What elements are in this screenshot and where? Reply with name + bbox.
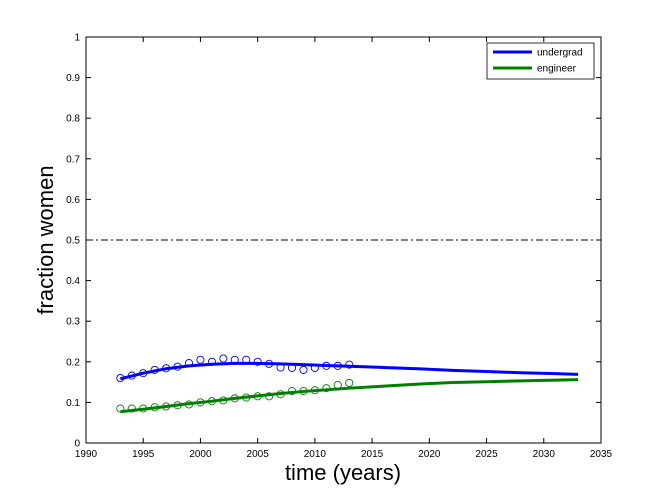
series-layer: [116, 354, 579, 414]
data-point-engineer: [242, 393, 251, 402]
data-point-engineer: [287, 386, 297, 396]
y-tick-label: 0.4: [66, 276, 80, 287]
y-tick-label: 0: [74, 439, 80, 450]
x-axis-label: time (years): [285, 460, 401, 485]
x-tick-label: 1995: [132, 449, 155, 460]
legend-label-engineer: engineer: [537, 64, 577, 75]
y-tick-label: 0.1: [66, 398, 80, 409]
x-tick-label: 2000: [189, 449, 212, 460]
x-tick-label: 1990: [75, 449, 98, 460]
data-point-engineer: [276, 390, 285, 399]
x-tick-label: 2025: [475, 449, 498, 460]
data-point-engineer: [265, 392, 274, 401]
data-point-engineer: [219, 396, 228, 405]
data-point-undergrad: [127, 371, 136, 380]
y-tick-label: 0.6: [66, 195, 80, 206]
y-tick-label: 1: [74, 33, 80, 44]
data-point-undergrad: [196, 355, 205, 364]
data-point-undergrad: [230, 355, 239, 364]
y-tick-label: 0.9: [66, 73, 80, 84]
y-tick-label: 0.7: [66, 154, 80, 165]
data-point-engineer: [116, 404, 125, 413]
data-point-undergrad: [276, 363, 285, 372]
data-point-undergrad: [207, 357, 216, 366]
data-point-undergrad: [150, 365, 159, 374]
data-point-engineer: [230, 394, 239, 403]
data-point-undergrad: [310, 363, 319, 372]
data-point-engineer: [333, 380, 342, 389]
legend-box: [486, 42, 595, 80]
axis-ticks: 1990 1995 2000 2005 2010 2015 2020 2025 2030 2035…: [66, 33, 612, 461]
data-point-engineer: [184, 400, 194, 409]
legend-label-undergrad: undergrad: [537, 48, 583, 59]
data-point-engineer: [345, 378, 354, 387]
data-point-engineer: [150, 403, 159, 412]
y-tick-label: 0.2: [66, 357, 80, 368]
data-point-undergrad: [345, 360, 354, 369]
data-point-undergrad: [173, 362, 182, 371]
data-point-engineer: [162, 402, 171, 411]
data-point-undergrad: [253, 357, 262, 366]
data-point-undergrad: [242, 355, 251, 364]
data-point-undergrad: [333, 361, 342, 370]
data-point-engineer: [207, 397, 216, 406]
data-point-undergrad: [184, 358, 194, 368]
data-point-engineer: [299, 386, 308, 396]
data-point-engineer: [196, 398, 205, 407]
data-point-undergrad: [116, 373, 125, 383]
data-point-undergrad: [219, 354, 228, 363]
x-tick-label: 2005: [247, 449, 270, 460]
y-axis-label: fraction women: [33, 165, 58, 314]
x-tick-label: 2035: [590, 449, 613, 460]
data-point-undergrad: [299, 365, 308, 374]
data-point-undergrad: [162, 364, 171, 373]
data-point-undergrad: [139, 369, 148, 378]
data-point-undergrad: [322, 361, 331, 370]
x-tick-label: 2030: [533, 449, 556, 460]
data-point-engineer: [173, 401, 182, 410]
y-tick-label: 0.3: [66, 317, 80, 328]
x-tick-label: 2015: [361, 449, 384, 460]
data-point-engineer: [139, 404, 148, 413]
data-point-engineer: [322, 384, 331, 393]
data-point-undergrad: [287, 363, 297, 372]
y-tick-label: 0.8: [66, 114, 80, 125]
y-tick-label: 0.5: [66, 236, 80, 247]
x-tick-label: 2020: [418, 449, 441, 460]
series-line-undergrad: [119, 361, 579, 381]
data-point-undergrad: [265, 359, 274, 368]
x-tick-label: 2010: [304, 449, 327, 460]
legend: undergrad engineer: [486, 42, 595, 80]
data-point-engineer: [310, 386, 319, 395]
data-point-engineer: [253, 392, 262, 401]
data-point-engineer: [127, 404, 136, 413]
